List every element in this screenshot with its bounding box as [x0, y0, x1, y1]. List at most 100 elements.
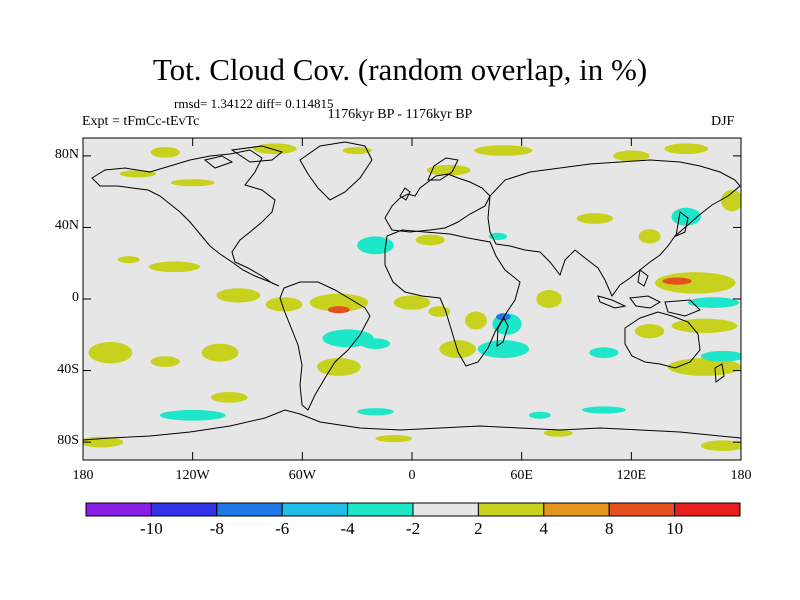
lon-label-180e: 180 [730, 468, 752, 483]
colorbar-box [347, 502, 414, 517]
coast-asia [487, 159, 741, 297]
map-title: Tot. Cloud Cov. (random overlap, in %) [152, 52, 648, 87]
experiment-label: Expt = tFmCc-tEvTc [82, 114, 200, 129]
anomaly-patch [426, 164, 471, 176]
axis-ticks [82, 138, 742, 460]
anomaly-patch [488, 232, 508, 240]
coast-antarctica [83, 409, 741, 441]
colorbar-box [150, 502, 218, 517]
colorbar [85, 502, 741, 517]
anomaly-patch [159, 409, 226, 421]
lat-label-80s: 80S [57, 433, 79, 449]
anomaly-patch [576, 213, 614, 224]
anomaly-patch [638, 229, 661, 244]
coast-japan [637, 211, 689, 287]
colorbar-box [216, 502, 283, 517]
coastlines [83, 141, 741, 441]
anomaly-patch [720, 189, 741, 212]
anomaly-patch [687, 297, 740, 308]
colorbar-box [281, 502, 349, 517]
anomaly-patch [252, 143, 297, 155]
anomaly-patch [148, 261, 200, 273]
anomaly-patch [664, 143, 709, 155]
colorbar-box [477, 502, 545, 517]
anomaly-patch [216, 288, 261, 303]
anomaly-patch [342, 146, 372, 155]
lat-label-80n: 80N [54, 146, 79, 162]
anomaly-patch [581, 406, 626, 414]
anomaly-patch [316, 358, 361, 376]
anomaly-patch [415, 234, 445, 246]
lon-label-120w: 120W [175, 468, 210, 483]
coast-south-america [279, 281, 371, 411]
colorbar-label: -4 [340, 519, 355, 538]
lon-label-120e: 120E [616, 468, 647, 483]
colorbar-box [85, 502, 152, 517]
coast-madagascar [496, 316, 509, 347]
anomaly-patch [465, 311, 487, 330]
anomaly-patch [150, 146, 180, 158]
anomaly-patch [201, 343, 239, 362]
colorbar-label: -6 [275, 519, 290, 538]
anomaly-patch [117, 256, 140, 264]
colorbar-label: 2 [474, 519, 483, 538]
coast-north-america [91, 149, 280, 287]
anomaly-patch [210, 392, 248, 403]
coast-africa [384, 229, 521, 367]
coast-new-zealand [714, 363, 725, 383]
lon-label-60e: 60E [510, 468, 533, 483]
colorbar-box [674, 502, 741, 517]
lat-label-40s: 40S [57, 361, 79, 377]
lat-label-40n: 40N [54, 218, 79, 234]
anomaly-patch [589, 347, 619, 359]
coast-greenland [299, 141, 373, 201]
anomaly-patch [88, 341, 133, 364]
lon-label-0: 0 [408, 468, 416, 483]
anomaly-patch [439, 340, 476, 359]
colorbar-label: -8 [209, 519, 224, 538]
coast-arctic-islands [203, 145, 284, 169]
anomaly-patch [393, 295, 431, 310]
coast-scandinavia [399, 157, 459, 201]
anomaly-patch [360, 338, 391, 350]
rmsd-diff-stats: rmsd= 1.34122 diff= 0.114815 [174, 96, 334, 111]
colorbar-label: 10 [666, 519, 684, 538]
anomaly-patch [528, 411, 551, 419]
anomaly-patch [536, 290, 562, 308]
anomaly-patch [662, 277, 692, 285]
anomaly-patch [474, 145, 533, 156]
anomaly-patch [119, 170, 157, 178]
coast-australia [624, 311, 701, 369]
season-label: DJF [711, 114, 735, 129]
colorbar-label: -2 [405, 519, 421, 538]
anomaly-patch [634, 324, 665, 339]
anomaly-patch [265, 297, 303, 312]
anomaly-patch [357, 408, 394, 416]
colorbar-box [543, 502, 610, 517]
anomaly-patch [667, 358, 741, 376]
anomaly-patch [477, 340, 529, 359]
colorbar-label: 4 [539, 519, 549, 538]
coast-europe [384, 173, 491, 233]
anomaly-patch [700, 350, 741, 362]
anomaly-patch [671, 318, 738, 333]
coast-indonesia [597, 295, 701, 317]
colorbar-label: -10 [140, 519, 163, 538]
colorbar-box [608, 502, 676, 517]
anomaly-patch [655, 272, 736, 294]
anomaly-patch [327, 306, 350, 314]
colorbar-label: 8 [604, 519, 614, 538]
anomaly-patch [543, 429, 573, 437]
period-label: 1176kyr BP - 1176kyr BP [327, 107, 473, 122]
anomaly-patch [150, 356, 180, 367]
anomaly-patch [375, 434, 412, 443]
anomaly-patch [309, 293, 369, 312]
anomaly-patch [700, 440, 741, 452]
lon-label-60w: 60W [288, 468, 316, 483]
anomaly-patch [357, 236, 394, 255]
anomaly-patch [613, 150, 650, 162]
anomaly-patch [170, 179, 215, 187]
lon-label-180w: 180 [72, 468, 94, 483]
lat-label-0: 0 [72, 290, 79, 305]
